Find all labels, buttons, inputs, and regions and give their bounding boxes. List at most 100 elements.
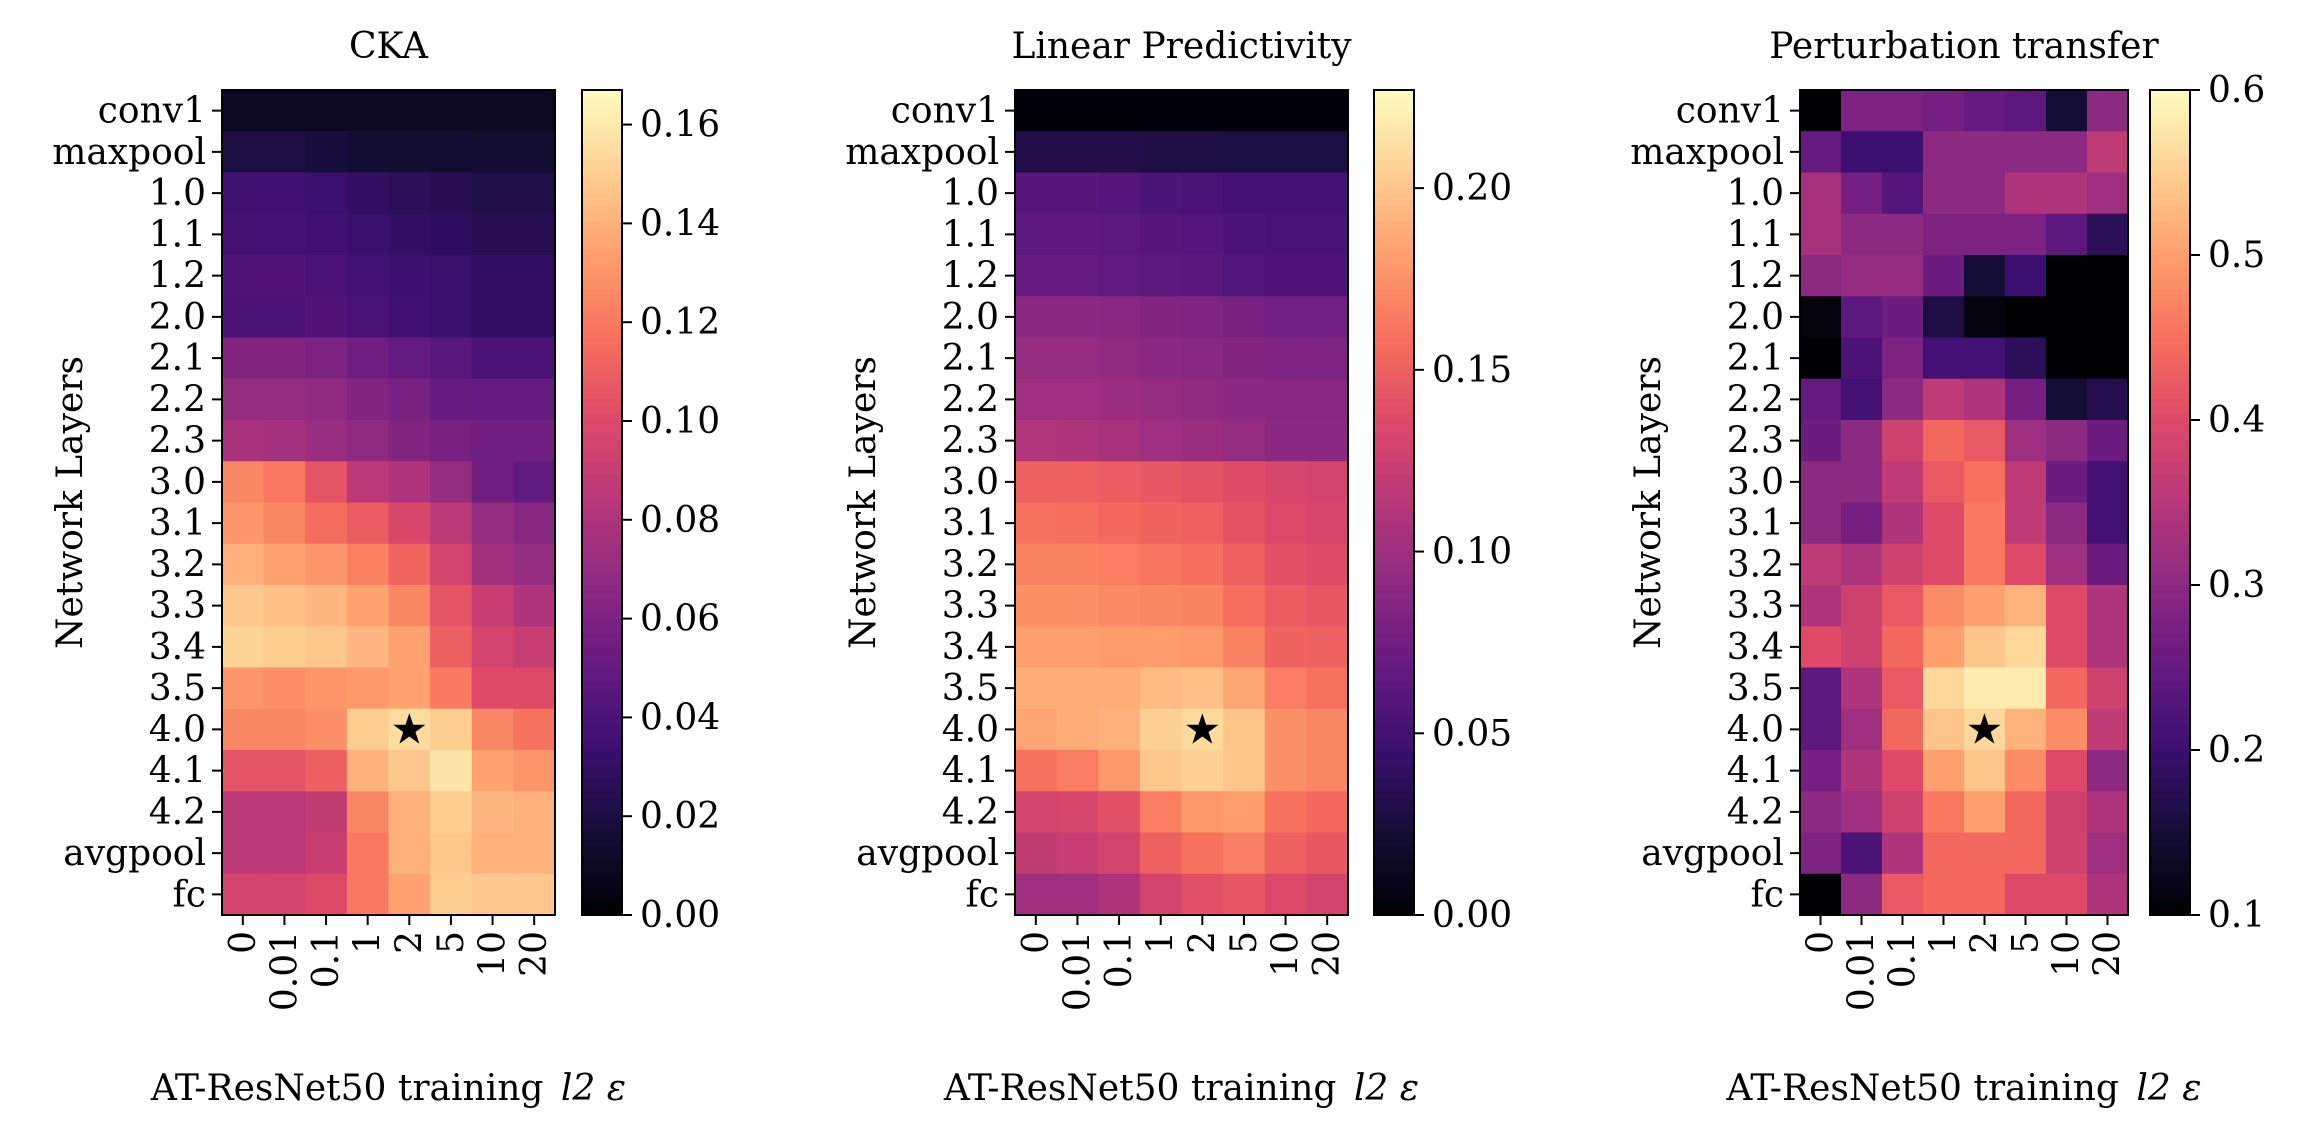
colorbar-tick-label: 0.15 [1432,350,1512,391]
y-tick-label: maxpool [845,132,999,173]
heatmap-cell [1056,90,1099,132]
heatmap-cell [1056,255,1099,297]
heatmap-cell [1306,791,1349,834]
heatmap-cell [1923,791,1965,834]
colorbar-segment [1374,200,1414,208]
heatmap-cell [2046,585,2088,627]
heatmap-cell [305,337,348,380]
y-tick-label: 3.4 [149,627,206,668]
heatmap-cell [2005,873,2047,916]
heatmap-cell [1264,502,1307,545]
heatmap-cell [430,378,473,421]
heatmap-cell [1015,543,1058,586]
heatmap-cell [305,213,348,256]
heatmap-cell [1800,502,1842,545]
heatmap-cell [1923,626,1965,669]
colorbar-segment [582,646,622,655]
x-tick-label: 5 [1224,931,1265,954]
colorbar-segment [582,261,622,270]
colorbar-tick-label: 0.14 [640,203,720,244]
heatmap-cell [222,502,265,545]
heatmap-cell [513,791,556,834]
heatmap-cell [263,296,306,339]
heatmap-cell [2087,626,2129,669]
heatmap-cell [346,791,390,834]
heatmap-cell [1015,213,1058,256]
heatmap-cell [430,296,473,339]
heatmap-cell [513,378,556,421]
colorbar-segment [2150,495,2190,504]
colorbar-segment [2150,681,2190,689]
y-tick-label: maxpool [1630,132,1784,173]
colorbar-segment [582,179,622,187]
heatmap-cell [471,791,514,834]
colorbar-segment [582,103,622,112]
heatmap-cell [471,543,514,586]
heatmap-cell [1306,337,1349,380]
heatmap-cell [1800,585,1842,627]
x-tick-label: 2 [1182,931,1223,954]
heatmap-cell [1882,708,1924,751]
heatmap-cell [346,296,390,339]
colorbar-segment [582,853,622,861]
heatmap-cell [1223,420,1266,462]
colorbar-segment [582,131,622,139]
y-tick-label: 4.2 [942,792,999,833]
heatmap-cell [388,791,431,834]
heatmap-cell [1964,90,2006,132]
heatmap-cell [1181,90,1224,132]
heatmap-cell [1841,420,1883,462]
colorbar-segment [582,475,622,483]
colorbar-segment [2150,268,2190,277]
colorbar-segment [582,365,622,373]
heatmap-cell [471,378,514,421]
colorbar-segment [2150,420,2190,428]
colorbar-segment [1374,805,1414,813]
colorbar-tick-label: 0.5 [2208,235,2265,276]
colorbar-segment [582,440,622,449]
colorbar-segment [1374,598,1414,607]
colorbar-tick-label: 0.4 [2208,400,2265,441]
x-axis-label-math: l2 ε [2136,1068,2201,1109]
heatmap-cell [430,213,473,256]
heatmap-cell [1098,585,1141,627]
colorbar-segment [2150,667,2190,675]
colorbar-tick-label: 0.2 [2208,730,2265,771]
y-tick-label: 2.3 [1727,421,1784,462]
heatmap-cell [1882,873,1924,916]
best-layer-star-icon: ★ [390,704,428,753]
y-tick-label: 2.2 [942,379,999,420]
colorbar-segment [1374,770,1414,779]
heatmap-cell [513,296,556,339]
colorbar-segment [582,674,622,682]
heatmap-cell [1223,296,1266,339]
heatmap-cell [222,213,265,256]
heatmap-cell [1923,90,1965,132]
colorbar-segment [582,330,622,339]
heatmap-cell [1264,172,1307,215]
y-tick-label: 1.1 [1727,214,1784,255]
x-tick-label: 0.01 [264,931,305,1011]
heatmap-cell [1223,708,1266,751]
colorbar-segment [1374,894,1414,902]
colorbar-segment [1374,440,1414,449]
colorbar-segment [582,220,622,229]
heatmap-cell [1882,213,1924,256]
heatmap-cell [513,420,556,462]
heatmap-cell [1139,708,1183,751]
colorbar-segment [582,468,622,476]
heatmap-cell [1841,461,1883,504]
heatmap-cell [388,172,431,215]
y-tick-label: 4.0 [942,709,999,750]
heatmap-cell [388,543,431,586]
colorbar-segment [2150,227,2190,235]
heatmap-cell [1882,626,1924,669]
colorbar-segment [582,172,622,180]
heatmap-cell [1964,873,2006,916]
heatmap-cell [263,585,306,627]
colorbar-segment [1374,248,1414,256]
x-tick-label: 2 [1965,931,2006,954]
colorbar-segment [582,351,622,359]
heatmap-cell [513,708,556,751]
x-tick-label: 0 [1016,931,1057,954]
